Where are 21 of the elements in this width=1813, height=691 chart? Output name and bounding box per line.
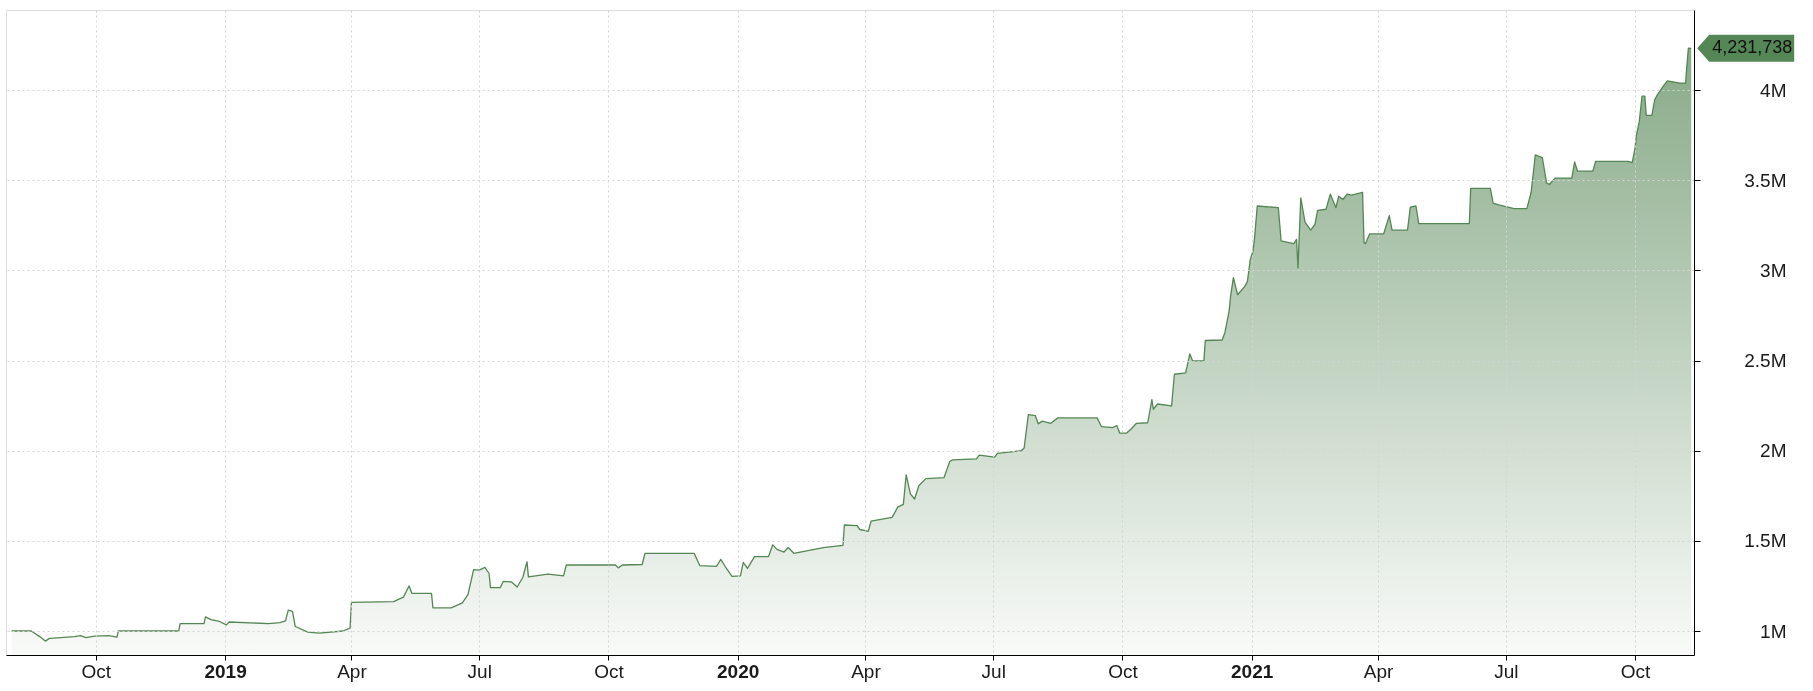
x-tick-label: Jul — [467, 660, 492, 682]
y-tick-label: 1M — [1760, 620, 1787, 642]
x-tick-label: Jul — [981, 660, 1006, 682]
x-tick-label: 2021 — [1231, 660, 1274, 682]
x-tick-label: 2020 — [717, 660, 760, 682]
annotation: 4,231,738 — [1712, 37, 1793, 58]
y-tick-label: 4M — [1760, 79, 1787, 101]
y-tick-label: 1.5M — [1744, 530, 1787, 552]
x-tick-label: Apr — [851, 660, 882, 682]
x-tick-label: Apr — [1363, 660, 1394, 682]
x-tick-label: Oct — [1620, 660, 1652, 682]
x-tick-label: Oct — [81, 660, 112, 682]
y-tick-label: 3M — [1760, 259, 1787, 281]
y-tick-label: 3.5M — [1744, 169, 1787, 191]
x-tick-label: Jul — [1494, 660, 1519, 682]
y-tick-label: 2.5M — [1744, 350, 1787, 372]
y-tick-label: 2M — [1760, 440, 1787, 462]
x-tick-label: Apr — [337, 660, 368, 682]
x-tick-label: Oct — [594, 660, 625, 682]
x-tick-label: Oct — [1108, 660, 1139, 682]
x-tick-label: 2019 — [204, 660, 247, 682]
